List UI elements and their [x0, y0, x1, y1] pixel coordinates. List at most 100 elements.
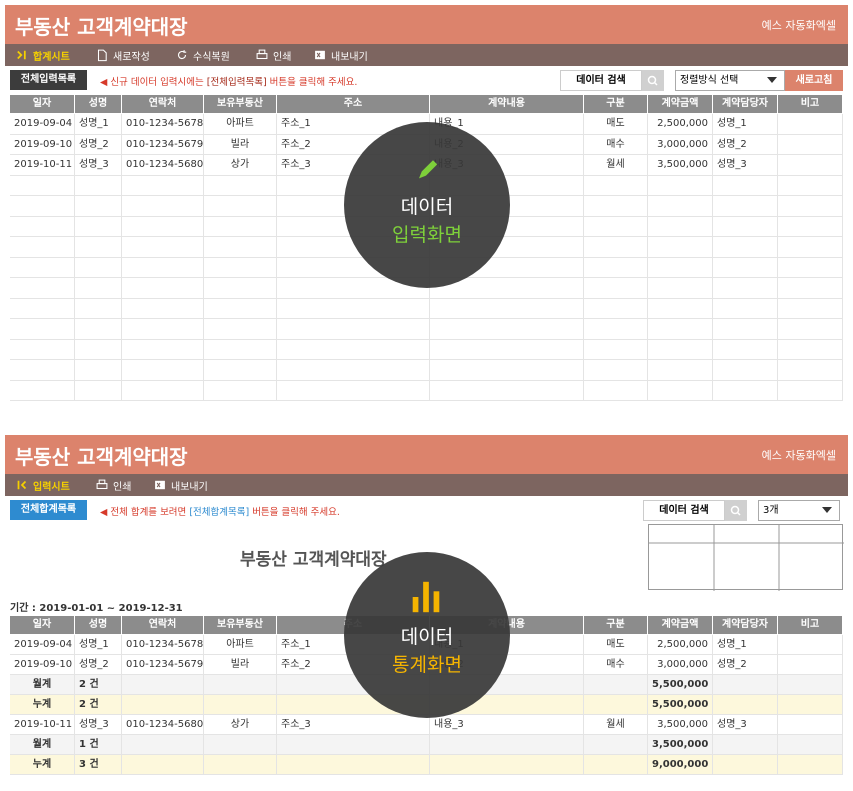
toolbar: 합계시트 새로작성 수식복원 인쇄 내보내기	[5, 44, 848, 66]
empty-cell	[430, 360, 584, 380]
empty-cell	[122, 380, 204, 400]
notice-highlight: [전체합계목록]	[189, 507, 250, 518]
cell: 주소_3	[277, 715, 430, 734]
empty-cell	[713, 298, 778, 318]
empty-cell	[122, 755, 204, 774]
search-button[interactable]: 데이터 검색	[560, 70, 642, 91]
icon-svg	[177, 50, 187, 60]
search-icon[interactable]	[725, 500, 747, 521]
empty-cell	[713, 339, 778, 359]
search-icon[interactable]	[642, 70, 664, 91]
empty-cell	[430, 278, 584, 298]
list-button[interactable]: 전체입력목록	[10, 70, 87, 90]
icon	[95, 478, 109, 492]
dropdown-arrow	[767, 77, 777, 83]
column-header: 성명	[75, 616, 122, 634]
icon-svg	[17, 50, 26, 60]
empty-cell	[430, 695, 584, 714]
empty-cell	[778, 715, 843, 734]
empty-cell	[430, 298, 584, 318]
refresh-button[interactable]: 새로고침	[785, 70, 843, 91]
cell: 성명_1	[713, 114, 778, 134]
empty-cell	[648, 196, 713, 216]
empty-cell	[10, 278, 75, 298]
dropdown[interactable]: 정렬방식 선택	[675, 70, 785, 91]
toolbar: 입력시트 인쇄 내보내기	[5, 474, 848, 496]
overlay-line1: 데이터	[400, 196, 454, 218]
column-header: 연락처	[122, 95, 204, 113]
notice-highlight: [전체입력목록]	[206, 77, 267, 88]
toolbar-button[interactable]: 합계시트	[33, 52, 70, 63]
empty-cell	[430, 175, 584, 195]
cell: 2,500,000	[648, 114, 713, 134]
empty-cell	[584, 278, 648, 298]
sign-grid	[649, 525, 844, 591]
toolbar-button[interactable]: 내보내기	[331, 52, 368, 63]
empty-cell	[648, 257, 713, 277]
icon-svg	[419, 160, 438, 179]
empty-cell	[277, 380, 430, 400]
toolbar-button[interactable]: 인쇄	[113, 482, 132, 493]
empty-cell	[75, 319, 122, 339]
empty-cell	[584, 257, 648, 277]
empty-cell	[430, 380, 584, 400]
cell: 상가	[204, 155, 277, 175]
empty-cell	[778, 257, 843, 277]
cell: 2 건	[75, 675, 122, 694]
table-row	[10, 298, 843, 319]
cell: 성명_3	[75, 715, 122, 734]
empty-cell	[430, 755, 584, 774]
summary-row: 누계 3 건 9,000,000	[10, 755, 843, 775]
cell: 2019-09-10	[10, 655, 75, 674]
dropdown[interactable]: 3개	[758, 500, 840, 521]
empty-cell	[648, 360, 713, 380]
empty-cell	[648, 237, 713, 257]
cell: 누계	[10, 755, 75, 774]
empty-cell	[204, 339, 277, 359]
empty-cell	[204, 278, 277, 298]
cell: 월세	[584, 715, 648, 734]
empty-cell	[277, 360, 430, 380]
empty-cell	[713, 216, 778, 236]
empty-cell	[122, 298, 204, 318]
empty-cell	[713, 196, 778, 216]
icon-svg	[256, 49, 268, 60]
cell: 9,000,000	[648, 755, 713, 774]
column-header: 보유부동산	[204, 616, 277, 634]
empty-cell	[10, 257, 75, 277]
empty-cell	[122, 339, 204, 359]
empty-cell	[75, 380, 122, 400]
cell: 5,500,000	[648, 695, 713, 714]
toolbar-button[interactable]: 새로작성	[113, 52, 150, 63]
empty-cell	[584, 237, 648, 257]
column-header: 계약금액	[648, 95, 713, 113]
empty-cell	[10, 216, 75, 236]
empty-cell	[778, 339, 843, 359]
cell: 2019-09-04	[10, 635, 75, 654]
column-header: 성명	[75, 95, 122, 113]
empty-cell	[778, 114, 843, 134]
empty-cell	[713, 175, 778, 195]
cell: 3,500,000	[648, 715, 713, 734]
empty-cell	[75, 237, 122, 257]
search-button[interactable]: 데이터 검색	[643, 500, 725, 521]
cell: 010-1234-5678	[122, 635, 204, 654]
icon	[153, 478, 167, 492]
icon-svg	[315, 50, 325, 60]
empty-cell	[778, 155, 843, 175]
header-bar: 부동산 고객계약대장 예스 자동화엑셀	[5, 435, 848, 474]
list-button[interactable]: 전체합계목록	[10, 500, 87, 520]
column-header: 보유부동산	[204, 95, 277, 113]
toolbar-button[interactable]: 내보내기	[171, 482, 208, 493]
cell: 아파트	[204, 635, 277, 654]
cell: 성명_2	[713, 655, 778, 674]
header-bar: 부동산 고객계약대장 예스 자동화엑셀	[5, 5, 848, 44]
cell: 빌라	[204, 655, 277, 674]
toolbar-button[interactable]: 인쇄	[273, 52, 292, 63]
icon-svg	[17, 480, 27, 490]
toolbar-button[interactable]: 수식복원	[193, 52, 230, 63]
toolbar-button[interactable]: 입력시트	[33, 482, 70, 493]
empty-cell	[75, 257, 122, 277]
summary-row: 월계 1 건 3,500,000	[10, 735, 843, 755]
sign-box	[648, 524, 844, 591]
